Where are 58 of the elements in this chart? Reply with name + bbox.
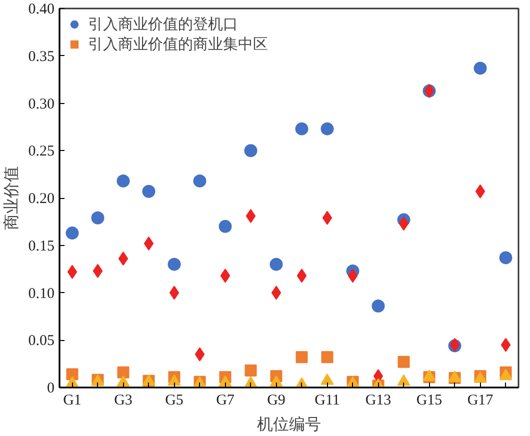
point xyxy=(66,368,78,380)
x-tick-label: G13 xyxy=(365,392,392,408)
point xyxy=(499,368,512,380)
point xyxy=(500,338,511,352)
point xyxy=(118,252,128,266)
point xyxy=(398,356,410,368)
point xyxy=(295,122,308,136)
point xyxy=(499,251,512,264)
point xyxy=(475,184,486,198)
point xyxy=(91,211,104,224)
point xyxy=(474,62,487,75)
x-tick-label: G15 xyxy=(416,392,442,408)
y-tick-label: 0 xyxy=(47,380,54,396)
point xyxy=(66,226,79,240)
y-tick-label: 0.35 xyxy=(28,48,54,65)
y-tick-label: 0.30 xyxy=(28,96,54,112)
point xyxy=(296,351,308,364)
x-tick-label: G11 xyxy=(314,392,340,408)
point xyxy=(270,258,283,271)
point xyxy=(117,366,130,378)
point xyxy=(244,364,257,376)
y-axis-title: 商业价值 xyxy=(2,166,20,230)
y-tick-label: 0.05 xyxy=(28,333,54,350)
point xyxy=(168,258,181,271)
point xyxy=(320,122,334,136)
y-tick-label: 0.20 xyxy=(28,191,54,207)
point xyxy=(193,174,206,188)
point xyxy=(244,144,258,158)
legend-label: 引入商业价值的登机口 xyxy=(88,14,238,34)
point xyxy=(144,236,154,250)
point xyxy=(142,184,156,198)
point xyxy=(194,347,205,362)
x-tick-label: G7 xyxy=(216,392,235,408)
point xyxy=(322,210,332,225)
point xyxy=(271,286,282,300)
point xyxy=(246,209,256,224)
point xyxy=(321,351,334,364)
point xyxy=(220,268,230,283)
x-tick-label: G1 xyxy=(63,392,82,408)
x-axis-title: 机位编号 xyxy=(257,416,321,434)
point xyxy=(398,216,409,231)
x-tick-label: G17 xyxy=(467,392,494,408)
y-tick-label: 0.25 xyxy=(28,144,54,160)
point xyxy=(218,220,232,233)
legend-label: 引入商业价值的商业集中区 xyxy=(88,34,268,54)
point xyxy=(169,286,180,300)
point xyxy=(92,264,103,278)
x-tick-label: G9 xyxy=(267,392,286,408)
y-tick-label: 0.40 xyxy=(28,2,54,18)
point xyxy=(296,268,307,283)
point xyxy=(348,268,358,283)
point xyxy=(67,264,78,279)
y-tick-label: 0.15 xyxy=(28,238,54,254)
y-tick-label: 0.10 xyxy=(28,286,54,302)
point xyxy=(372,300,385,313)
x-tick-label: G5 xyxy=(165,392,184,408)
x-tick-label: G3 xyxy=(114,392,132,408)
point xyxy=(116,174,130,188)
